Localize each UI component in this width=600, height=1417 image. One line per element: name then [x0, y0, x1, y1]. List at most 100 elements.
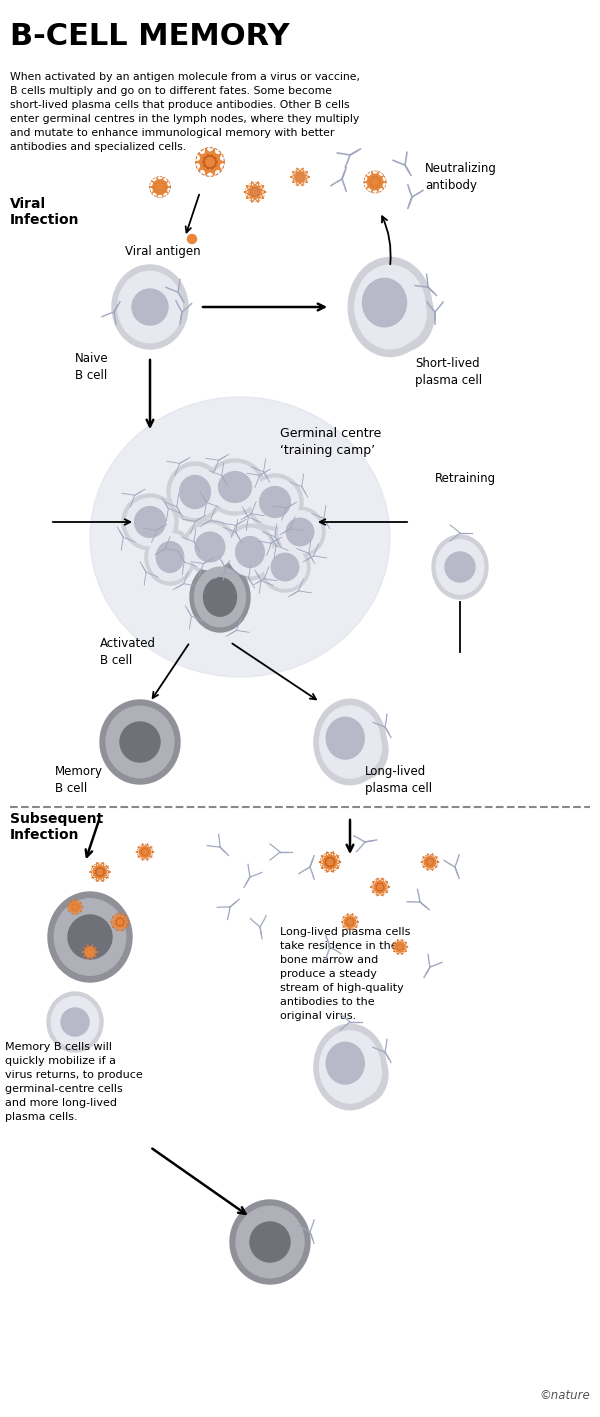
- Circle shape: [73, 905, 77, 910]
- Circle shape: [87, 949, 93, 955]
- Ellipse shape: [203, 578, 236, 616]
- Circle shape: [374, 881, 386, 893]
- Circle shape: [86, 948, 95, 956]
- Circle shape: [250, 187, 260, 197]
- Ellipse shape: [171, 466, 219, 517]
- Circle shape: [141, 849, 149, 856]
- Circle shape: [376, 883, 384, 891]
- Ellipse shape: [132, 289, 168, 324]
- Text: ©nature: ©nature: [539, 1389, 590, 1401]
- Text: Neutralizing
antibody: Neutralizing antibody: [425, 162, 497, 191]
- Ellipse shape: [373, 281, 434, 351]
- Ellipse shape: [376, 283, 426, 343]
- Ellipse shape: [106, 706, 174, 778]
- Circle shape: [370, 177, 380, 187]
- Circle shape: [323, 856, 337, 869]
- Circle shape: [94, 866, 106, 879]
- Text: Long-lived plasma cells
take residence in the
bone marrow and
produce a steady
s: Long-lived plasma cells take residence i…: [280, 927, 410, 1022]
- Circle shape: [153, 180, 167, 194]
- Circle shape: [425, 857, 436, 867]
- Ellipse shape: [126, 499, 174, 546]
- Ellipse shape: [286, 519, 314, 546]
- Ellipse shape: [260, 486, 290, 517]
- Text: Retraining: Retraining: [435, 472, 496, 485]
- Circle shape: [347, 920, 352, 924]
- Ellipse shape: [61, 1007, 89, 1036]
- Circle shape: [395, 942, 405, 952]
- Circle shape: [140, 846, 151, 857]
- Circle shape: [200, 152, 220, 171]
- Circle shape: [377, 884, 383, 890]
- Ellipse shape: [167, 462, 223, 521]
- Ellipse shape: [236, 537, 265, 567]
- Ellipse shape: [179, 476, 211, 509]
- Circle shape: [118, 920, 122, 925]
- Ellipse shape: [195, 533, 225, 563]
- Ellipse shape: [209, 463, 260, 510]
- Circle shape: [187, 234, 197, 244]
- Circle shape: [157, 184, 163, 190]
- Circle shape: [116, 918, 124, 927]
- Text: Short-lived
plasma cell: Short-lived plasma cell: [415, 357, 482, 387]
- Ellipse shape: [271, 553, 299, 581]
- Ellipse shape: [260, 541, 310, 592]
- Circle shape: [325, 857, 335, 867]
- Ellipse shape: [335, 1044, 388, 1105]
- Text: Subsequent
Infection: Subsequent Infection: [10, 812, 103, 842]
- Ellipse shape: [326, 1043, 364, 1084]
- Ellipse shape: [205, 459, 265, 514]
- Circle shape: [296, 173, 304, 181]
- Ellipse shape: [68, 915, 112, 959]
- Ellipse shape: [251, 478, 299, 526]
- Text: Viral antigen: Viral antigen: [125, 245, 200, 258]
- Ellipse shape: [228, 529, 272, 575]
- Ellipse shape: [247, 475, 303, 530]
- Ellipse shape: [149, 533, 191, 581]
- Ellipse shape: [314, 699, 386, 785]
- Ellipse shape: [156, 541, 184, 572]
- Circle shape: [367, 174, 383, 190]
- Circle shape: [206, 157, 214, 166]
- Ellipse shape: [90, 397, 390, 677]
- Ellipse shape: [320, 1032, 380, 1102]
- Text: B-CELL MEMORY: B-CELL MEMORY: [10, 23, 290, 51]
- Ellipse shape: [122, 495, 178, 550]
- Circle shape: [298, 174, 302, 180]
- Ellipse shape: [51, 996, 99, 1047]
- Circle shape: [346, 918, 354, 925]
- Circle shape: [428, 860, 433, 864]
- Circle shape: [114, 917, 126, 928]
- Circle shape: [294, 171, 306, 183]
- Ellipse shape: [275, 507, 325, 557]
- Ellipse shape: [432, 536, 488, 599]
- Ellipse shape: [250, 1221, 290, 1263]
- Ellipse shape: [112, 265, 188, 349]
- Ellipse shape: [338, 723, 382, 774]
- Text: When activated by an antigen molecule from a virus or vaccine,
B cells multiply : When activated by an antigen molecule fr…: [10, 72, 360, 152]
- Ellipse shape: [338, 1047, 382, 1098]
- Circle shape: [155, 181, 165, 193]
- Ellipse shape: [264, 546, 306, 588]
- Ellipse shape: [47, 992, 103, 1051]
- Ellipse shape: [279, 510, 321, 553]
- Ellipse shape: [134, 507, 166, 537]
- Circle shape: [398, 945, 402, 949]
- Ellipse shape: [120, 723, 160, 762]
- Text: Memory
B cell: Memory B cell: [55, 765, 103, 795]
- Text: Memory B cells will
quickly mobilize if a
virus returns, to produce
germinal-cen: Memory B cells will quickly mobilize if …: [5, 1041, 143, 1122]
- Ellipse shape: [190, 563, 250, 632]
- Circle shape: [327, 859, 333, 864]
- Ellipse shape: [118, 271, 182, 343]
- Circle shape: [397, 944, 404, 951]
- Circle shape: [95, 867, 104, 877]
- Circle shape: [252, 188, 258, 196]
- Ellipse shape: [145, 529, 195, 585]
- Text: Naive
B cell: Naive B cell: [75, 351, 109, 383]
- Ellipse shape: [236, 1206, 304, 1278]
- Ellipse shape: [55, 898, 126, 975]
- Ellipse shape: [326, 717, 364, 760]
- Text: Germinal centre
‘training camp’: Germinal centre ‘training camp’: [280, 427, 381, 458]
- Ellipse shape: [224, 524, 276, 580]
- Ellipse shape: [320, 706, 380, 778]
- Ellipse shape: [100, 700, 180, 784]
